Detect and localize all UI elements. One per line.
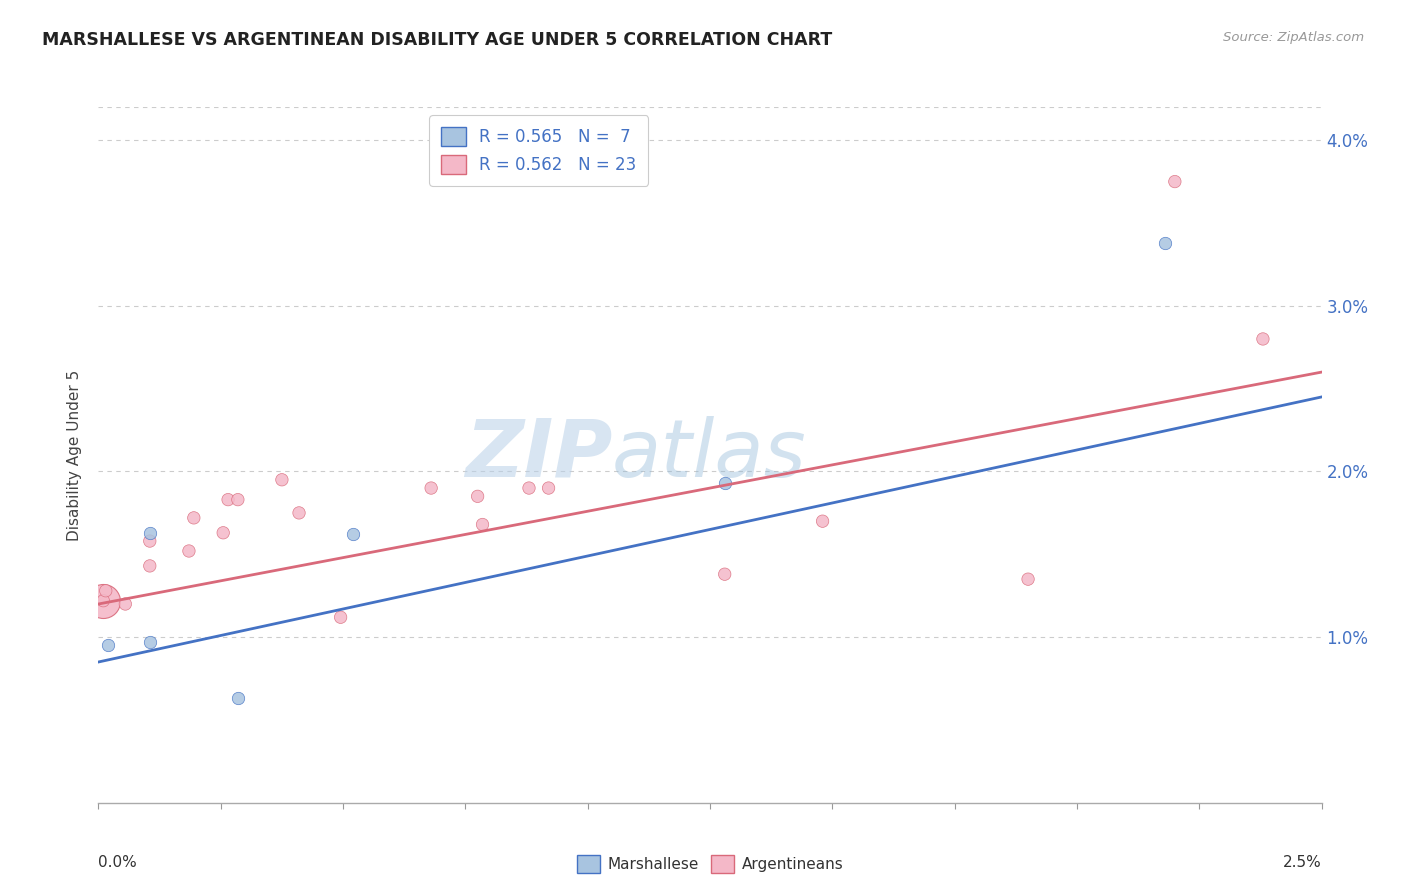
Point	[420, 481, 443, 495]
Point	[1017, 572, 1039, 586]
Point	[1251, 332, 1274, 346]
Point	[91, 593, 114, 607]
Point	[1164, 175, 1187, 189]
Point	[177, 544, 200, 558]
Point	[217, 492, 239, 507]
Point	[94, 583, 117, 598]
Point	[139, 534, 162, 549]
Point	[139, 525, 162, 540]
Point	[91, 593, 114, 607]
Point	[329, 610, 352, 624]
Point	[467, 489, 489, 503]
Point	[713, 567, 735, 582]
Legend: Marshallese, Argentineans: Marshallese, Argentineans	[571, 849, 849, 879]
Text: Source: ZipAtlas.com: Source: ZipAtlas.com	[1223, 31, 1364, 45]
Point	[517, 481, 540, 495]
Point	[212, 525, 235, 540]
Point	[226, 691, 249, 706]
Point	[713, 476, 735, 491]
Point	[537, 481, 560, 495]
Point	[270, 473, 292, 487]
Point	[226, 492, 249, 507]
Point	[114, 597, 136, 611]
Point	[183, 511, 205, 525]
Point	[139, 635, 162, 649]
Text: MARSHALLESE VS ARGENTINEAN DISABILITY AGE UNDER 5 CORRELATION CHART: MARSHALLESE VS ARGENTINEAN DISABILITY AG…	[42, 31, 832, 49]
Point	[342, 527, 364, 541]
Text: ZIP: ZIP	[465, 416, 612, 494]
Point	[288, 506, 311, 520]
Point	[811, 514, 834, 528]
Text: atlas: atlas	[612, 416, 807, 494]
Text: 2.5%: 2.5%	[1282, 855, 1322, 870]
Point	[97, 639, 120, 653]
Point	[1154, 235, 1177, 250]
Text: 0.0%: 0.0%	[98, 855, 138, 870]
Point	[471, 517, 494, 532]
Y-axis label: Disability Age Under 5: Disability Age Under 5	[67, 369, 83, 541]
Point	[139, 558, 162, 573]
